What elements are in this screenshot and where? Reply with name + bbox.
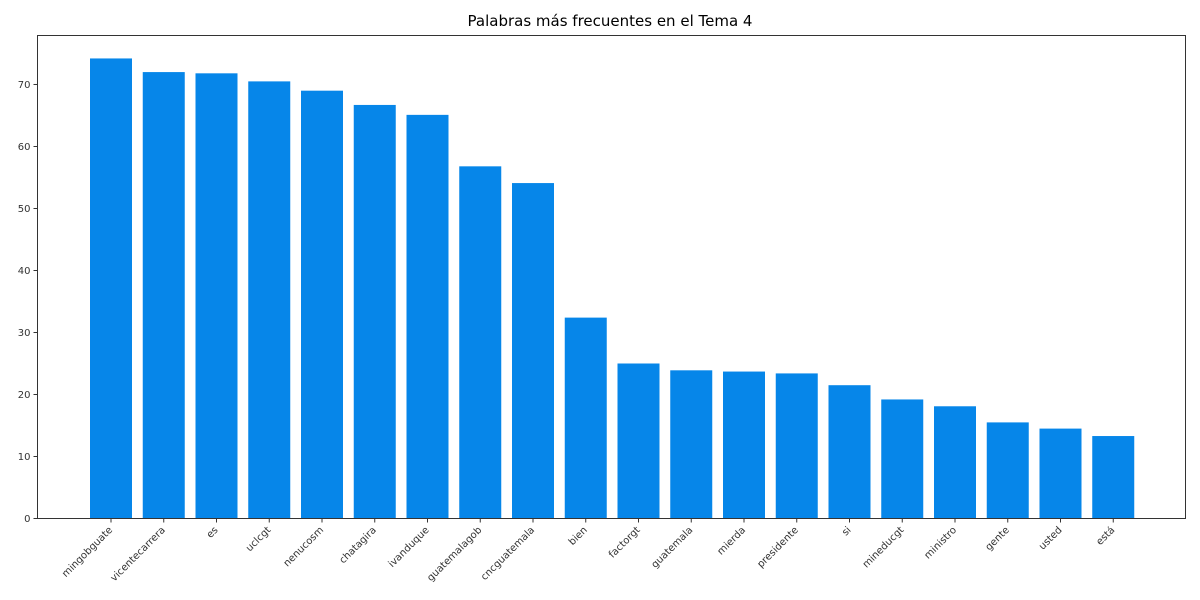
- y-axis: 0 10 20 30 40 50 60 70: [18, 80, 38, 525]
- bar-nenucosm: [301, 90, 343, 519]
- y-tick-label: 10: [18, 452, 31, 463]
- x-tick-label: mingobguate: [60, 525, 115, 580]
- bar-factorgt: [617, 363, 660, 519]
- chart-title: Palabras más frecuentes en el Tema 4: [468, 12, 753, 30]
- x-tick-label: cncguatemala: [479, 525, 537, 583]
- y-tick-label: 60: [18, 142, 31, 153]
- x-tick-label: uclcgt: [244, 525, 273, 554]
- bars-group: [90, 58, 1135, 519]
- x-tick-label: gente: [984, 525, 1012, 553]
- bar-uclcgt: [248, 81, 291, 519]
- x-tick-label: está: [1094, 524, 1118, 548]
- bar-gente: [986, 422, 1029, 519]
- y-tick-label: 20: [18, 390, 31, 401]
- x-tick-label: usted: [1037, 525, 1065, 553]
- y-tick-label: 30: [18, 328, 31, 339]
- x-tick-label: mierda: [716, 525, 749, 558]
- x-tick-label: bien: [567, 525, 590, 548]
- bar-mierda: [723, 371, 765, 519]
- x-tick-label: si: [840, 525, 853, 538]
- bar-usted: [1039, 428, 1082, 519]
- plot-frame: [37, 35, 1186, 519]
- bar-guatemalagob: [459, 166, 502, 519]
- bar-bien: [564, 317, 607, 519]
- bar-chatagira: [353, 104, 396, 519]
- bar-guatemala: [670, 370, 713, 519]
- y-tick-label: 0: [24, 514, 30, 525]
- bar-mineducgt: [881, 399, 924, 519]
- bar-ivanduque: [406, 114, 449, 519]
- bar-vicentecarrera: [142, 72, 185, 519]
- y-tick-label: 70: [18, 80, 31, 91]
- bar-está: [1092, 436, 1135, 519]
- y-tick-label: 40: [18, 266, 31, 277]
- x-tick-label: ministro: [923, 525, 960, 562]
- x-tick-label: presidente: [755, 525, 800, 570]
- x-tick-label: guatemala: [650, 525, 696, 571]
- bar-presidente: [775, 373, 818, 519]
- x-tick-label: guatemalagob: [425, 525, 484, 584]
- x-tick-label: ivanduque: [387, 525, 432, 570]
- bar-es: [195, 73, 238, 519]
- x-tick-label: vicentecarrera: [109, 525, 168, 584]
- bar-ministro: [934, 406, 976, 519]
- bar-cncguatemala: [512, 183, 554, 519]
- x-tick-label: factorgt: [607, 525, 643, 561]
- x-tick-label: nenucosm: [282, 525, 326, 569]
- y-tick-label: 50: [18, 204, 31, 215]
- x-tick-label: es: [205, 525, 221, 541]
- bar-si: [828, 385, 871, 519]
- x-tick-label: chatagira: [338, 525, 379, 566]
- bar-mingobguate: [90, 58, 132, 519]
- x-tick-label: mineducgt: [861, 525, 907, 571]
